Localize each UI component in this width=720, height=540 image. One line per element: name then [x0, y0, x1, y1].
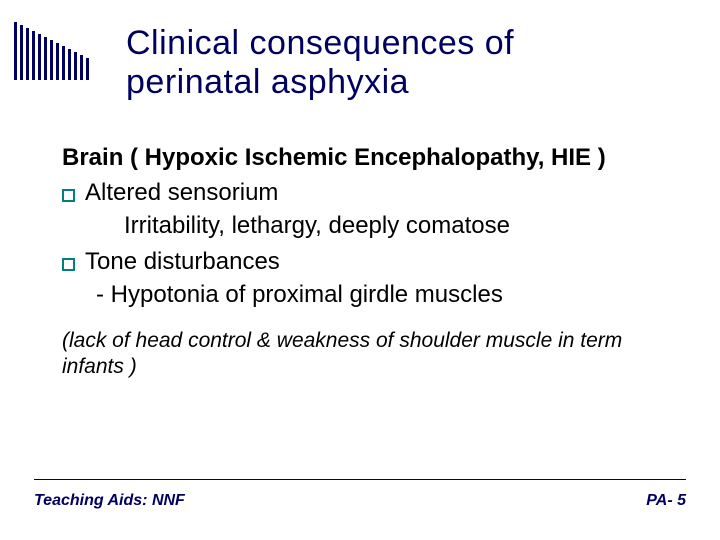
bullet-text: Tone disturbances: [85, 246, 280, 277]
slide-title: Clinical consequences of perinatal asphy…: [126, 24, 514, 102]
slide-body: Brain ( Hypoxic Ischemic Encephalopathy,…: [62, 142, 680, 380]
bullet-dash-subtext: - Hypotonia of proximal girdle muscles: [62, 279, 680, 310]
bullet-text: Altered sensorium: [85, 177, 278, 208]
footer-right: PA- 5: [646, 492, 686, 510]
decorative-bars: [14, 22, 89, 80]
footer-divider: [34, 479, 686, 480]
square-bullet-icon: [62, 189, 75, 202]
footer-left: Teaching Aids: NNF: [34, 492, 185, 510]
bullet-subtext: Irritability, lethargy, deeply comatose: [62, 210, 680, 241]
slide: Clinical consequences of perinatal asphy…: [0, 0, 720, 540]
title-line-1: Clinical consequences of: [126, 24, 514, 62]
title-line-2: perinatal asphyxia: [126, 63, 409, 101]
bullet-item: Tone disturbances: [62, 246, 680, 277]
slide-footer: Teaching Aids: NNF PA- 5: [34, 492, 686, 510]
body-note: (lack of head control & weakness of shou…: [62, 328, 680, 381]
square-bullet-icon: [62, 258, 75, 271]
bullet-item: Altered sensorium: [62, 177, 680, 208]
section-heading: Brain ( Hypoxic Ischemic Encephalopathy,…: [62, 142, 680, 173]
